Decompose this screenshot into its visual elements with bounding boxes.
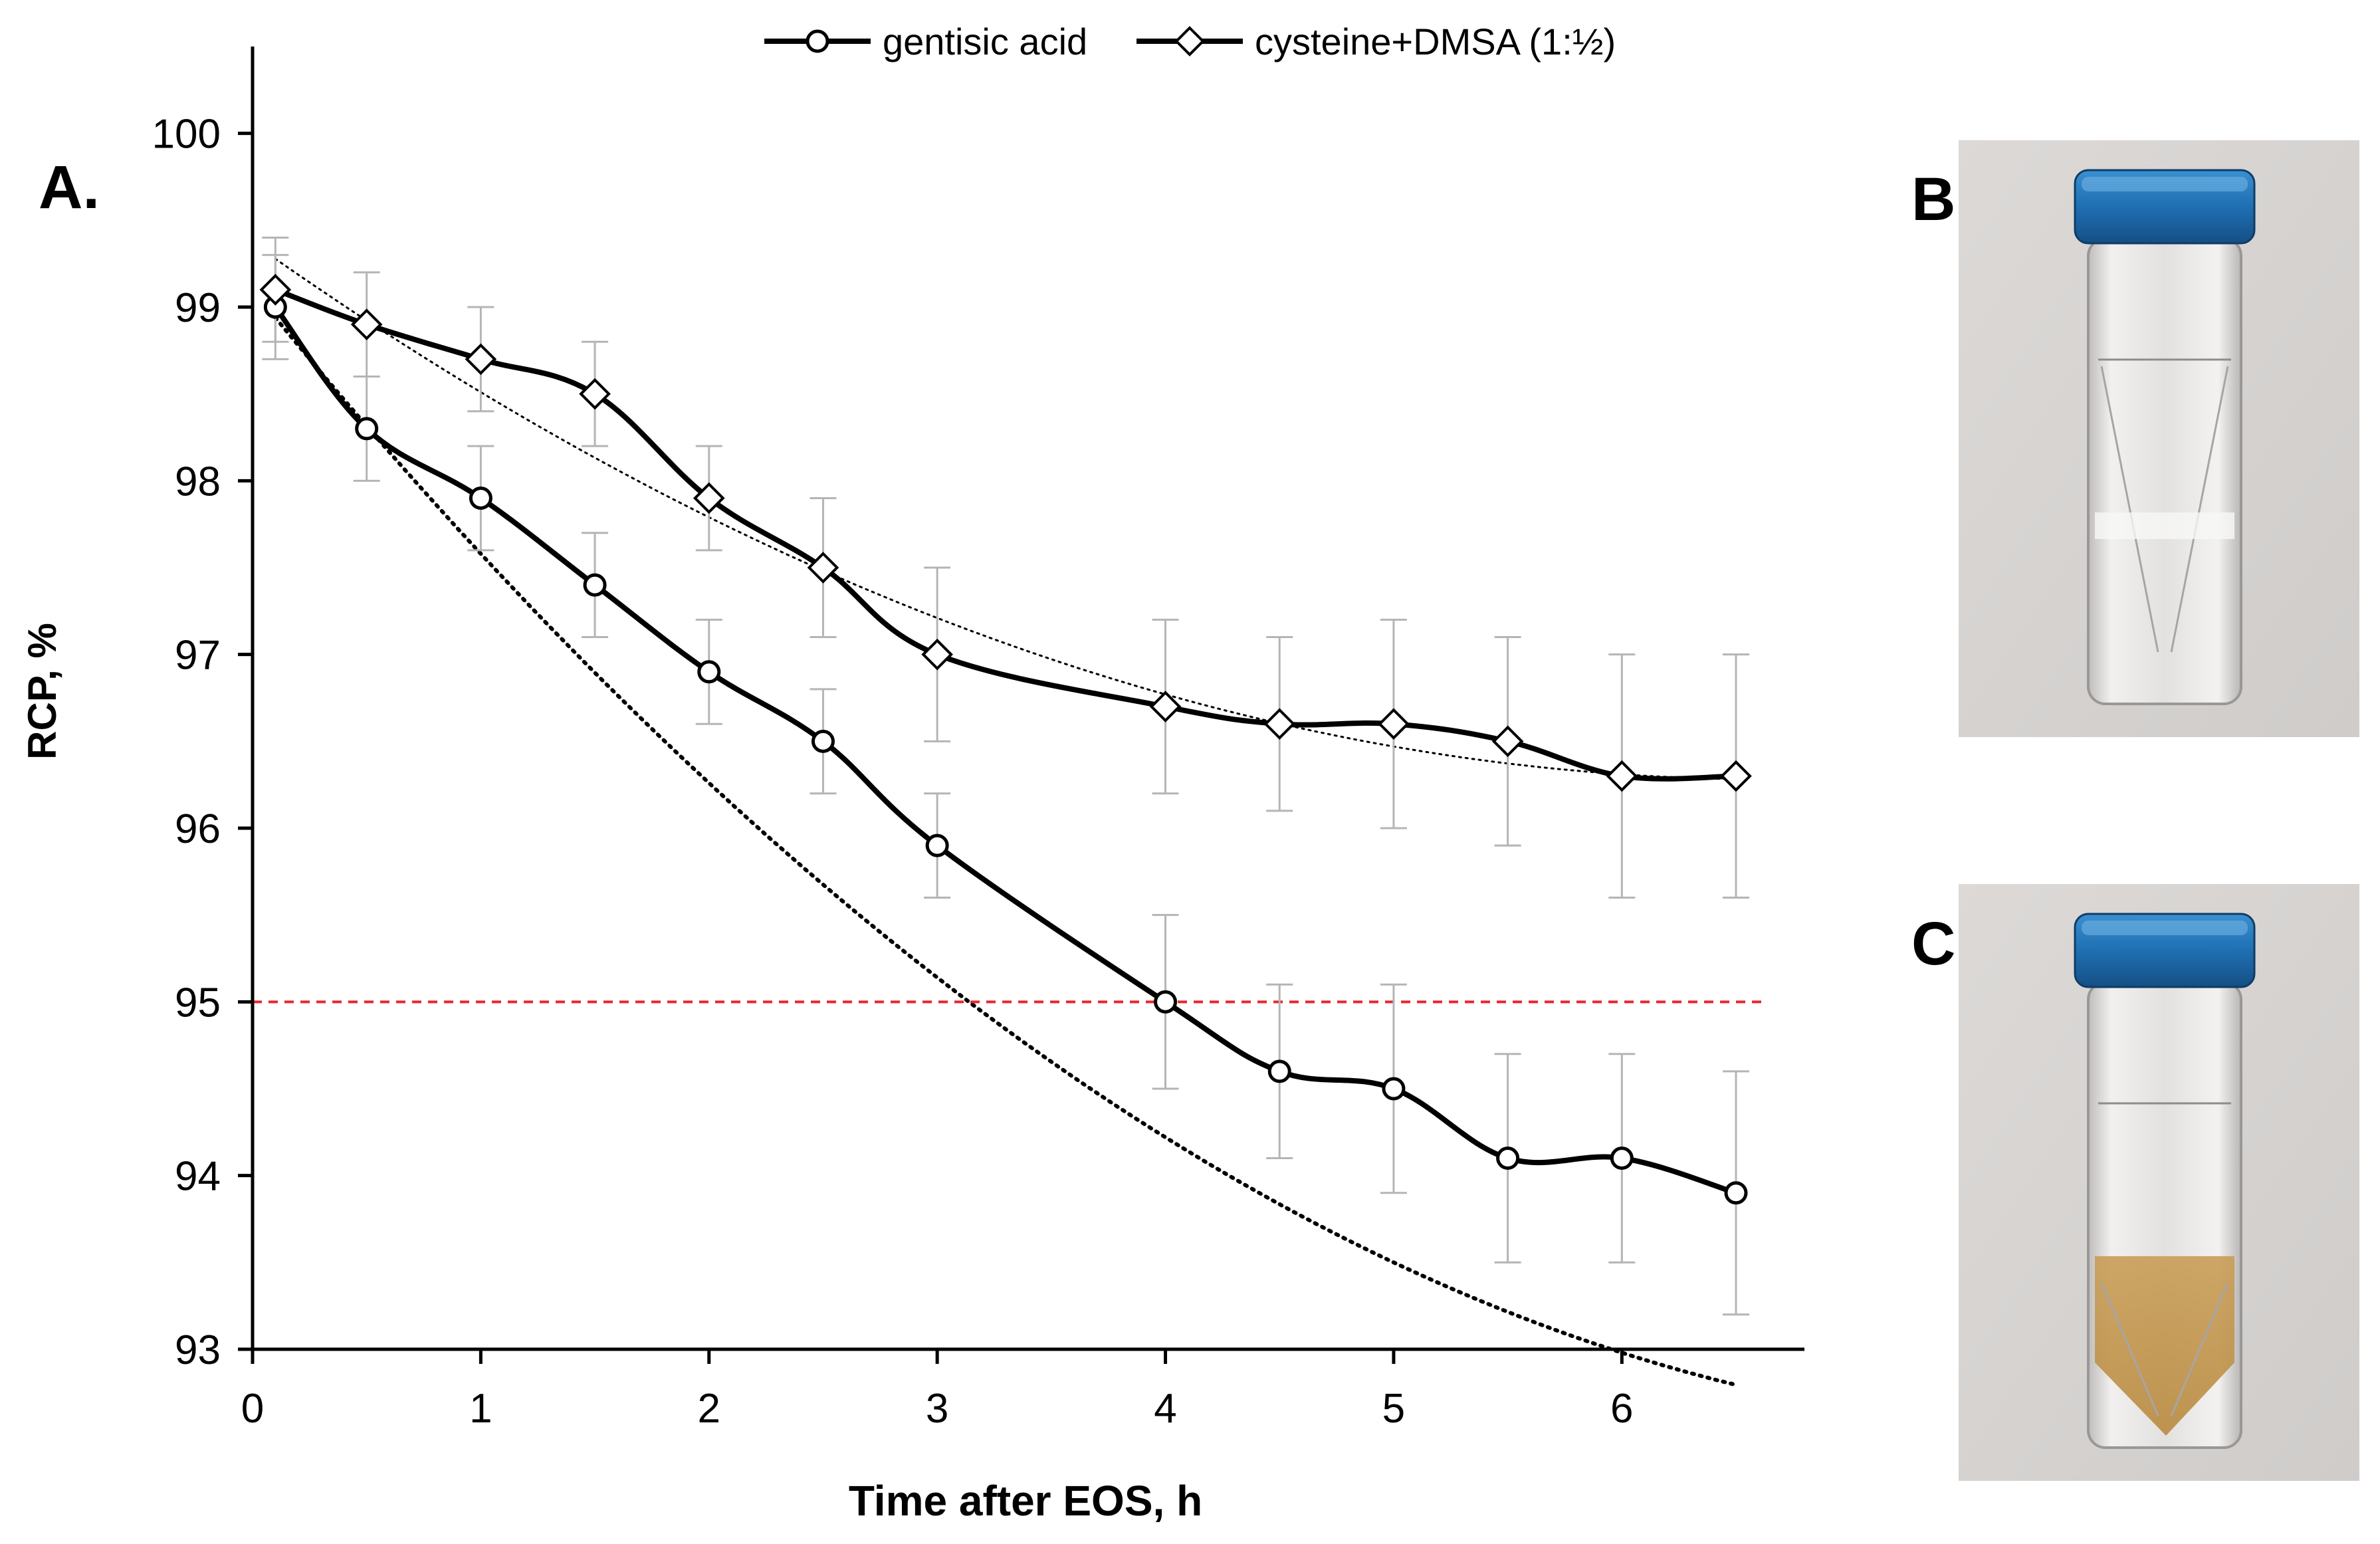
y-axis-label: RCP, % [20,623,64,760]
axes: 93 94 95 96 97 98 99 100 0 1 2 3 4 5 6 [152,47,1804,1432]
x-tick-label: 4 [1154,1386,1176,1432]
x-tick-label: 1 [469,1386,492,1432]
data-point-diamond [465,343,497,376]
data-point-diamond [1720,760,1752,792]
series-line-1 [273,305,1737,1196]
data-point-circle [811,729,835,753]
legend-label-1: gentisic acid [883,21,1087,62]
y-tick-label: 100 [152,112,221,158]
y-tick-label: 99 [175,285,221,331]
data-point-diamond [921,638,953,671]
data-point-diamond [693,482,725,514]
y-tick-label: 93 [175,1327,221,1373]
x-tick-label: 2 [698,1386,720,1432]
y-tick-label: 97 [175,633,221,679]
data-point-diamond [1263,708,1296,740]
data-point-circle [1496,1147,1520,1170]
trendline-2 [274,257,1737,780]
data-markers [259,274,1752,1205]
x-tick-label: 5 [1382,1386,1405,1432]
data-point-circle [925,833,949,857]
legend-label-2: cysteine+DMSA (1:½) [1255,21,1616,62]
series-line-2 [274,287,1737,782]
x-tick-label: 0 [241,1386,264,1432]
data-point-circle [1610,1147,1634,1170]
x-tick-label: 3 [926,1386,948,1432]
trendline-1 [273,315,1738,1387]
data-point-circle [1154,990,1178,1014]
data-point-circle [1382,1077,1406,1101]
y-tick-label: 98 [175,459,221,504]
data-point-circle [355,417,379,441]
data-point-circle [469,486,492,510]
x-tick-label: 6 [1610,1386,1633,1432]
data-point-diamond [1606,760,1638,792]
data-point-circle [583,573,607,597]
data-point-diamond [259,274,292,306]
legend: gentisic acid cysteine+DMSA (1:½) [764,21,1616,62]
data-point-diamond [1491,725,1524,758]
data-point-diamond [1378,708,1410,740]
trendlines [273,257,1738,1387]
y-tick-label: 94 [175,1154,221,1200]
data-point-circle [1724,1181,1748,1205]
rcp-line-chart: 93 94 95 96 97 98 99 100 0 1 2 3 4 5 6 gentisic acid cy… [20,21,1804,1525]
panel-label-a: A. [39,154,100,221]
data-point-diamond [579,378,611,410]
data-point-circle [697,660,721,684]
data-point-diamond [807,552,839,584]
legend-marker-diamond [1174,26,1205,56]
y-tick-label: 96 [175,806,221,852]
data-point-circle [1267,1059,1291,1083]
y-tick-label: 95 [175,980,221,1026]
vial-photo-yellow [1959,884,2359,1481]
legend-marker-circle [806,29,829,53]
x-axis-label: Time after EOS, h [849,1477,1202,1525]
error-bars [262,236,1749,1316]
data-point-diamond [1149,691,1182,722]
vial-photo-clear [1959,140,2359,737]
data-point-diamond [350,308,383,340]
